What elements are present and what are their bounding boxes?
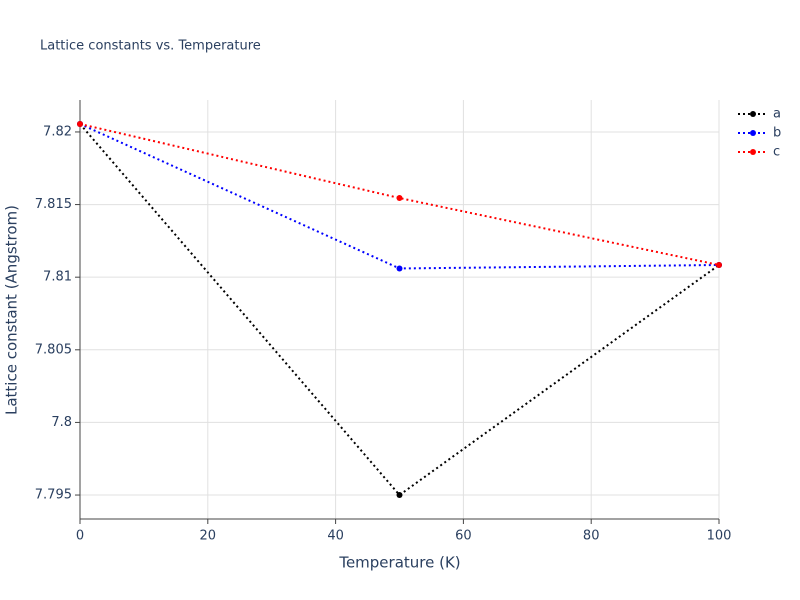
y-tick-label: 7.815 <box>35 197 72 212</box>
data-point <box>396 195 403 202</box>
data-point <box>77 120 83 127</box>
y-tick-label: 7.795 <box>35 488 72 503</box>
y-tick-label: 7.81 <box>43 270 72 285</box>
y-tick-label: 7.805 <box>35 342 72 357</box>
y-tick-label: 7.82 <box>43 124 72 139</box>
data-point <box>396 492 403 499</box>
legend-label: b <box>773 126 781 141</box>
y-tick-label: 7.8 <box>51 415 72 430</box>
x-tick-label: 60 <box>455 529 472 544</box>
chart-title: Lattice constants vs. Temperature <box>40 39 261 54</box>
legend-marker <box>750 111 756 117</box>
x-tick-label: 100 <box>707 529 732 544</box>
x-tick-label: 80 <box>583 529 600 544</box>
data-point <box>396 265 403 272</box>
series-line <box>79 123 720 497</box>
x-tick-label: 0 <box>76 529 84 544</box>
legend-marker <box>750 149 756 155</box>
y-axis-label: Lattice constant (Angstrom) <box>3 205 21 415</box>
x-tick-label: 40 <box>327 529 344 544</box>
x-axis-label: Temperature (K) <box>338 554 460 572</box>
x-tick-label: 20 <box>200 529 217 544</box>
legend-marker <box>750 130 756 136</box>
series-line <box>79 122 720 266</box>
legend-label: c <box>773 145 780 160</box>
legend-label: a <box>773 107 781 122</box>
data-point <box>716 261 722 268</box>
